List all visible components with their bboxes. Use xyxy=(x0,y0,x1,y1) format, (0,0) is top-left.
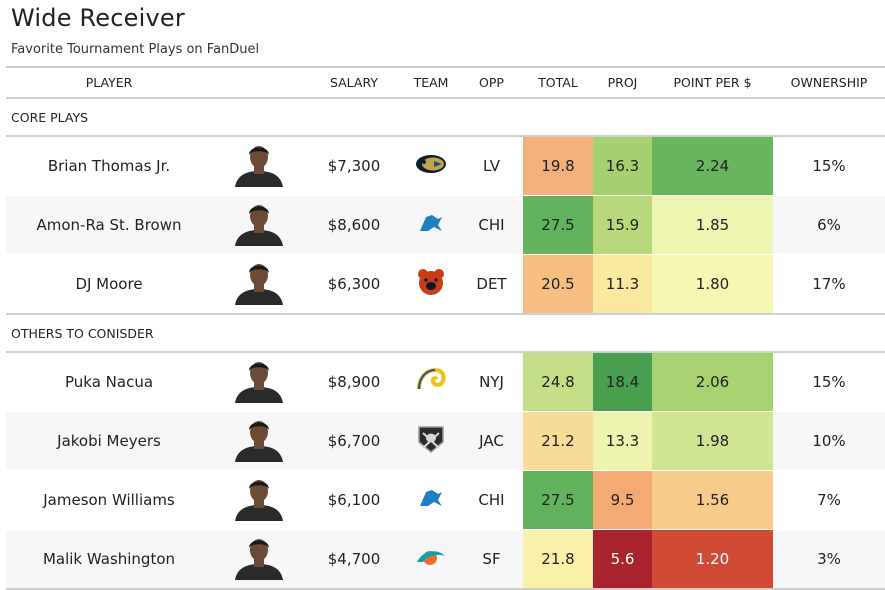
player-table: PLAYER SALARY TEAM OPP TOTAL PROJ POINT … xyxy=(6,66,885,590)
proj-cell: 15.9 xyxy=(593,195,652,255)
group-label: OTHERS TO CONISDER xyxy=(6,314,885,353)
proj-cell: 16.3 xyxy=(593,136,652,196)
player-headshot-icon xyxy=(231,357,287,407)
point-per-dollar-cell: 1.56 xyxy=(652,470,773,530)
ownership-cell: 10% xyxy=(773,411,885,471)
player-photo xyxy=(212,352,306,412)
table-row: Brian Thomas Jr. $7,300 LV 19.8 16.3 2.24 15% xyxy=(6,136,885,196)
opp-cell: LV xyxy=(460,136,523,196)
header-proj: PROJ xyxy=(593,66,652,99)
player-name: Amon-Ra St. Brown xyxy=(6,195,212,255)
point-per-dollar-cell: 1.85 xyxy=(652,195,773,255)
chart-subtitle: Favorite Tournament Plays on FanDuel xyxy=(11,42,260,57)
table-row: Jakobi Meyers $6,700 JAC 21.2 13.3 1.98 10% xyxy=(6,411,885,471)
header-salary: SALARY xyxy=(306,66,402,99)
ownership-cell: 3% xyxy=(773,529,885,590)
player-headshot-icon xyxy=(231,416,287,466)
total-cell: 19.8 xyxy=(523,136,593,196)
table-row: Jameson Williams $6,100 CHI 27.5 9.5 1.56 7% xyxy=(6,470,885,530)
team-cell xyxy=(402,352,460,412)
header-point-per-dollar: POINT PER $ xyxy=(652,66,773,99)
player-photo xyxy=(212,254,306,315)
ownership-cell: 7% xyxy=(773,470,885,530)
header-opp: OPP xyxy=(460,66,523,99)
total-cell: 27.5 xyxy=(523,195,593,255)
opp-cell: DET xyxy=(460,254,523,315)
header-ownership: OWNERSHIP xyxy=(773,66,885,99)
player-headshot-icon xyxy=(231,475,287,525)
salary-cell: $6,700 xyxy=(306,411,402,471)
point-per-dollar-cell: 2.06 xyxy=(652,352,773,412)
jaguars-logo-icon xyxy=(414,152,448,180)
ownership-cell: 6% xyxy=(773,195,885,255)
proj-cell: 9.5 xyxy=(593,470,652,530)
header-player: PLAYER xyxy=(6,66,212,99)
player-headshot-icon xyxy=(231,259,287,309)
team-cell xyxy=(402,254,460,315)
proj-cell: 13.3 xyxy=(593,411,652,471)
ownership-cell: 15% xyxy=(773,136,885,196)
opp-cell: NYJ xyxy=(460,352,523,412)
ownership-cell: 17% xyxy=(773,254,885,315)
bears-logo-icon xyxy=(416,268,446,300)
opp-cell: CHI xyxy=(460,195,523,255)
player-photo xyxy=(212,195,306,255)
table-row: Puka Nacua $8,900 NYJ 24.8 18.4 2.06 15% xyxy=(6,352,885,412)
header-photo xyxy=(212,66,306,99)
total-cell: 24.8 xyxy=(523,352,593,412)
team-cell xyxy=(402,195,460,255)
player-photo xyxy=(212,529,306,590)
player-name: Jakobi Meyers xyxy=(6,411,212,471)
player-name: DJ Moore xyxy=(6,254,212,315)
team-cell xyxy=(402,529,460,590)
proj-cell: 5.6 xyxy=(593,529,652,590)
rams-logo-icon xyxy=(415,367,447,397)
player-name: Puka Nacua xyxy=(6,352,212,412)
team-cell xyxy=(402,136,460,196)
total-cell: 27.5 xyxy=(523,470,593,530)
salary-cell: $8,900 xyxy=(306,352,402,412)
proj-cell: 18.4 xyxy=(593,352,652,412)
point-per-dollar-cell: 1.80 xyxy=(652,254,773,315)
raiders-logo-icon xyxy=(416,424,446,458)
lions-logo-icon xyxy=(416,211,446,239)
player-headshot-icon xyxy=(231,200,287,250)
ownership-cell: 15% xyxy=(773,352,885,412)
player-headshot-icon xyxy=(231,141,287,191)
salary-cell: $4,700 xyxy=(306,529,402,590)
point-per-dollar-cell: 1.20 xyxy=(652,529,773,590)
salary-cell: $8,600 xyxy=(306,195,402,255)
salary-cell: $7,300 xyxy=(306,136,402,196)
lions-logo-icon xyxy=(416,486,446,514)
player-name: Malik Washington xyxy=(6,529,212,590)
dolphins-logo-icon xyxy=(415,546,447,572)
table-row: DJ Moore $6,300 DET 20.5 11.3 1.80 17% xyxy=(6,254,885,315)
opp-cell: JAC xyxy=(460,411,523,471)
team-cell xyxy=(402,411,460,471)
table-row: Malik Washington $4,700 SF 21.8 5.6 1.20 3% xyxy=(6,529,885,590)
player-photo xyxy=(212,411,306,471)
salary-cell: $6,100 xyxy=(306,470,402,530)
table-row: Amon-Ra St. Brown $8,600 CHI 27.5 15.9 1.85 6% xyxy=(6,195,885,255)
player-photo xyxy=(212,470,306,530)
proj-cell: 11.3 xyxy=(593,254,652,315)
chart-title: Wide Receiver xyxy=(11,4,185,32)
player-name: Brian Thomas Jr. xyxy=(6,136,212,196)
point-per-dollar-cell: 2.24 xyxy=(652,136,773,196)
total-cell: 20.5 xyxy=(523,254,593,315)
player-headshot-icon xyxy=(231,534,287,584)
header-total: TOTAL xyxy=(523,66,593,99)
opp-cell: CHI xyxy=(460,470,523,530)
team-cell xyxy=(402,470,460,530)
player-name: Jameson Williams xyxy=(6,470,212,530)
salary-cell: $6,300 xyxy=(306,254,402,315)
group-label: CORE PLAYS xyxy=(6,98,885,137)
total-cell: 21.2 xyxy=(523,411,593,471)
opp-cell: SF xyxy=(460,529,523,590)
total-cell: 21.8 xyxy=(523,529,593,590)
header-team: TEAM xyxy=(402,66,460,99)
player-photo xyxy=(212,136,306,196)
point-per-dollar-cell: 1.98 xyxy=(652,411,773,471)
